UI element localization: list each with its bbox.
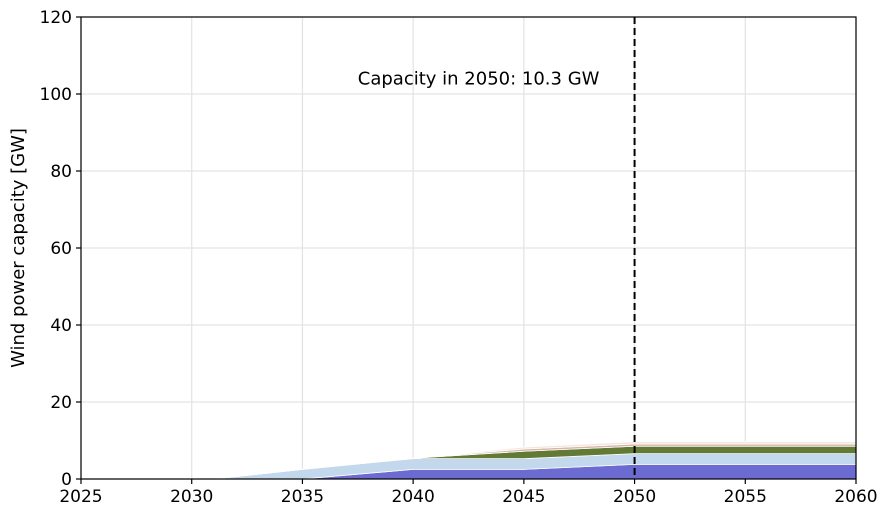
y-tick-label-6: 120 xyxy=(40,8,72,28)
y-tick-label-0: 0 xyxy=(61,470,72,490)
y-tick-label-4: 80 xyxy=(50,162,72,182)
y-tick-label-5: 100 xyxy=(40,85,72,105)
y-tick-label-2: 40 xyxy=(50,316,72,336)
annotation-capacity-2050: Capacity in 2050: 10.3 GW xyxy=(358,69,600,90)
x-tick-label-7: 2060 xyxy=(834,487,877,507)
x-tick-label-2: 2035 xyxy=(281,487,324,507)
y-axis-label: Wind power capacity [GW] xyxy=(8,128,29,368)
x-tick-label-3: 2040 xyxy=(392,487,435,507)
x-tick-label-5: 2050 xyxy=(613,487,656,507)
stacked-areas xyxy=(80,441,857,480)
x-axis-ticks: 2025 2030 2035 2040 2045 2050 2055 2060 xyxy=(59,479,878,507)
y-axis-ticks: 0 20 40 60 80 100 120 xyxy=(40,8,81,490)
x-tick-label-0: 2025 xyxy=(59,487,102,507)
y-tick-label-1: 20 xyxy=(50,393,72,413)
y-tick-label-3: 60 xyxy=(50,239,72,259)
x-tick-label-6: 2055 xyxy=(724,487,767,507)
x-tick-label-4: 2045 xyxy=(502,487,545,507)
x-tick-label-1: 2030 xyxy=(170,487,213,507)
